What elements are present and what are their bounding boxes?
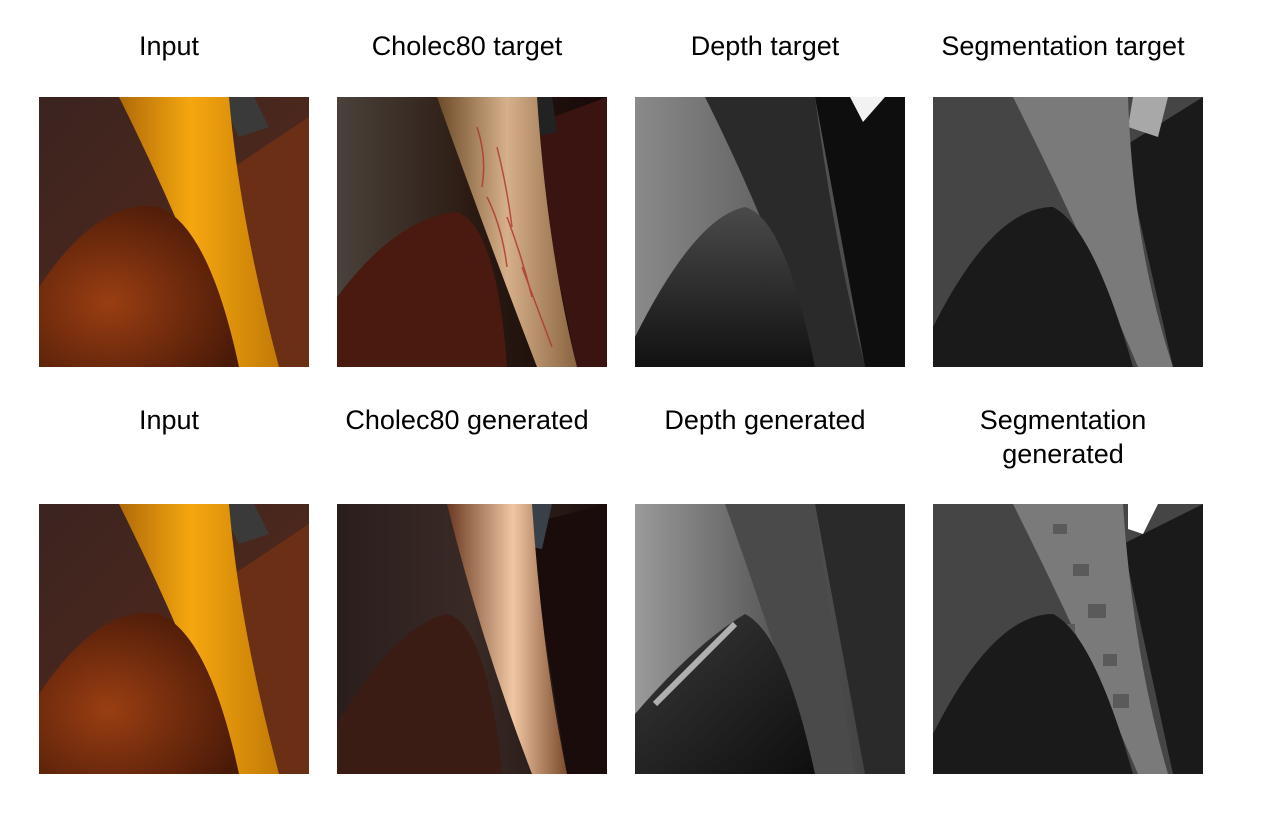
depth-target-image [635,97,905,367]
panel-label-line-1: Segmentation [979,405,1147,435]
panel-label-input-bottom: Input [138,405,200,435]
cholec80-target-image [337,97,607,367]
input-image-top [39,97,309,367]
panel-label-segmentation-generated: Segmentation generated [913,403,1213,471]
input-image-bottom [39,504,309,774]
cholec80-generated-image [337,504,607,774]
segmentation-generated-image [933,504,1203,774]
panel-label-depth-target: Depth target [690,31,840,61]
segmentation-target-image [933,97,1203,367]
panel-label-segmentation-target: Segmentation target [941,31,1185,61]
depth-generated-image [635,504,905,774]
panel-label-cholec80-target: Cholec80 target [371,31,563,61]
panel-label-depth-generated: Depth generated [664,405,866,435]
panel-label-line-2: generated [1002,439,1124,469]
panel-label-input-top: Input [138,31,200,61]
panel-label-cholec80-generated: Cholec80 generated [345,405,589,435]
